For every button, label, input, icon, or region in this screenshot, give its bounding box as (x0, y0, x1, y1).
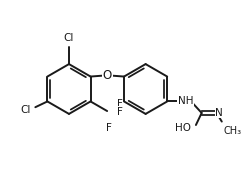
Text: NH: NH (178, 96, 193, 106)
Text: CH₃: CH₃ (224, 126, 242, 136)
Text: HO: HO (175, 123, 191, 133)
Text: Cl: Cl (64, 33, 74, 43)
Text: F: F (117, 99, 122, 109)
Text: Cl: Cl (20, 105, 31, 115)
Text: F: F (106, 122, 112, 133)
Text: N: N (215, 108, 223, 118)
Text: O: O (103, 69, 112, 82)
Text: F: F (117, 107, 122, 117)
